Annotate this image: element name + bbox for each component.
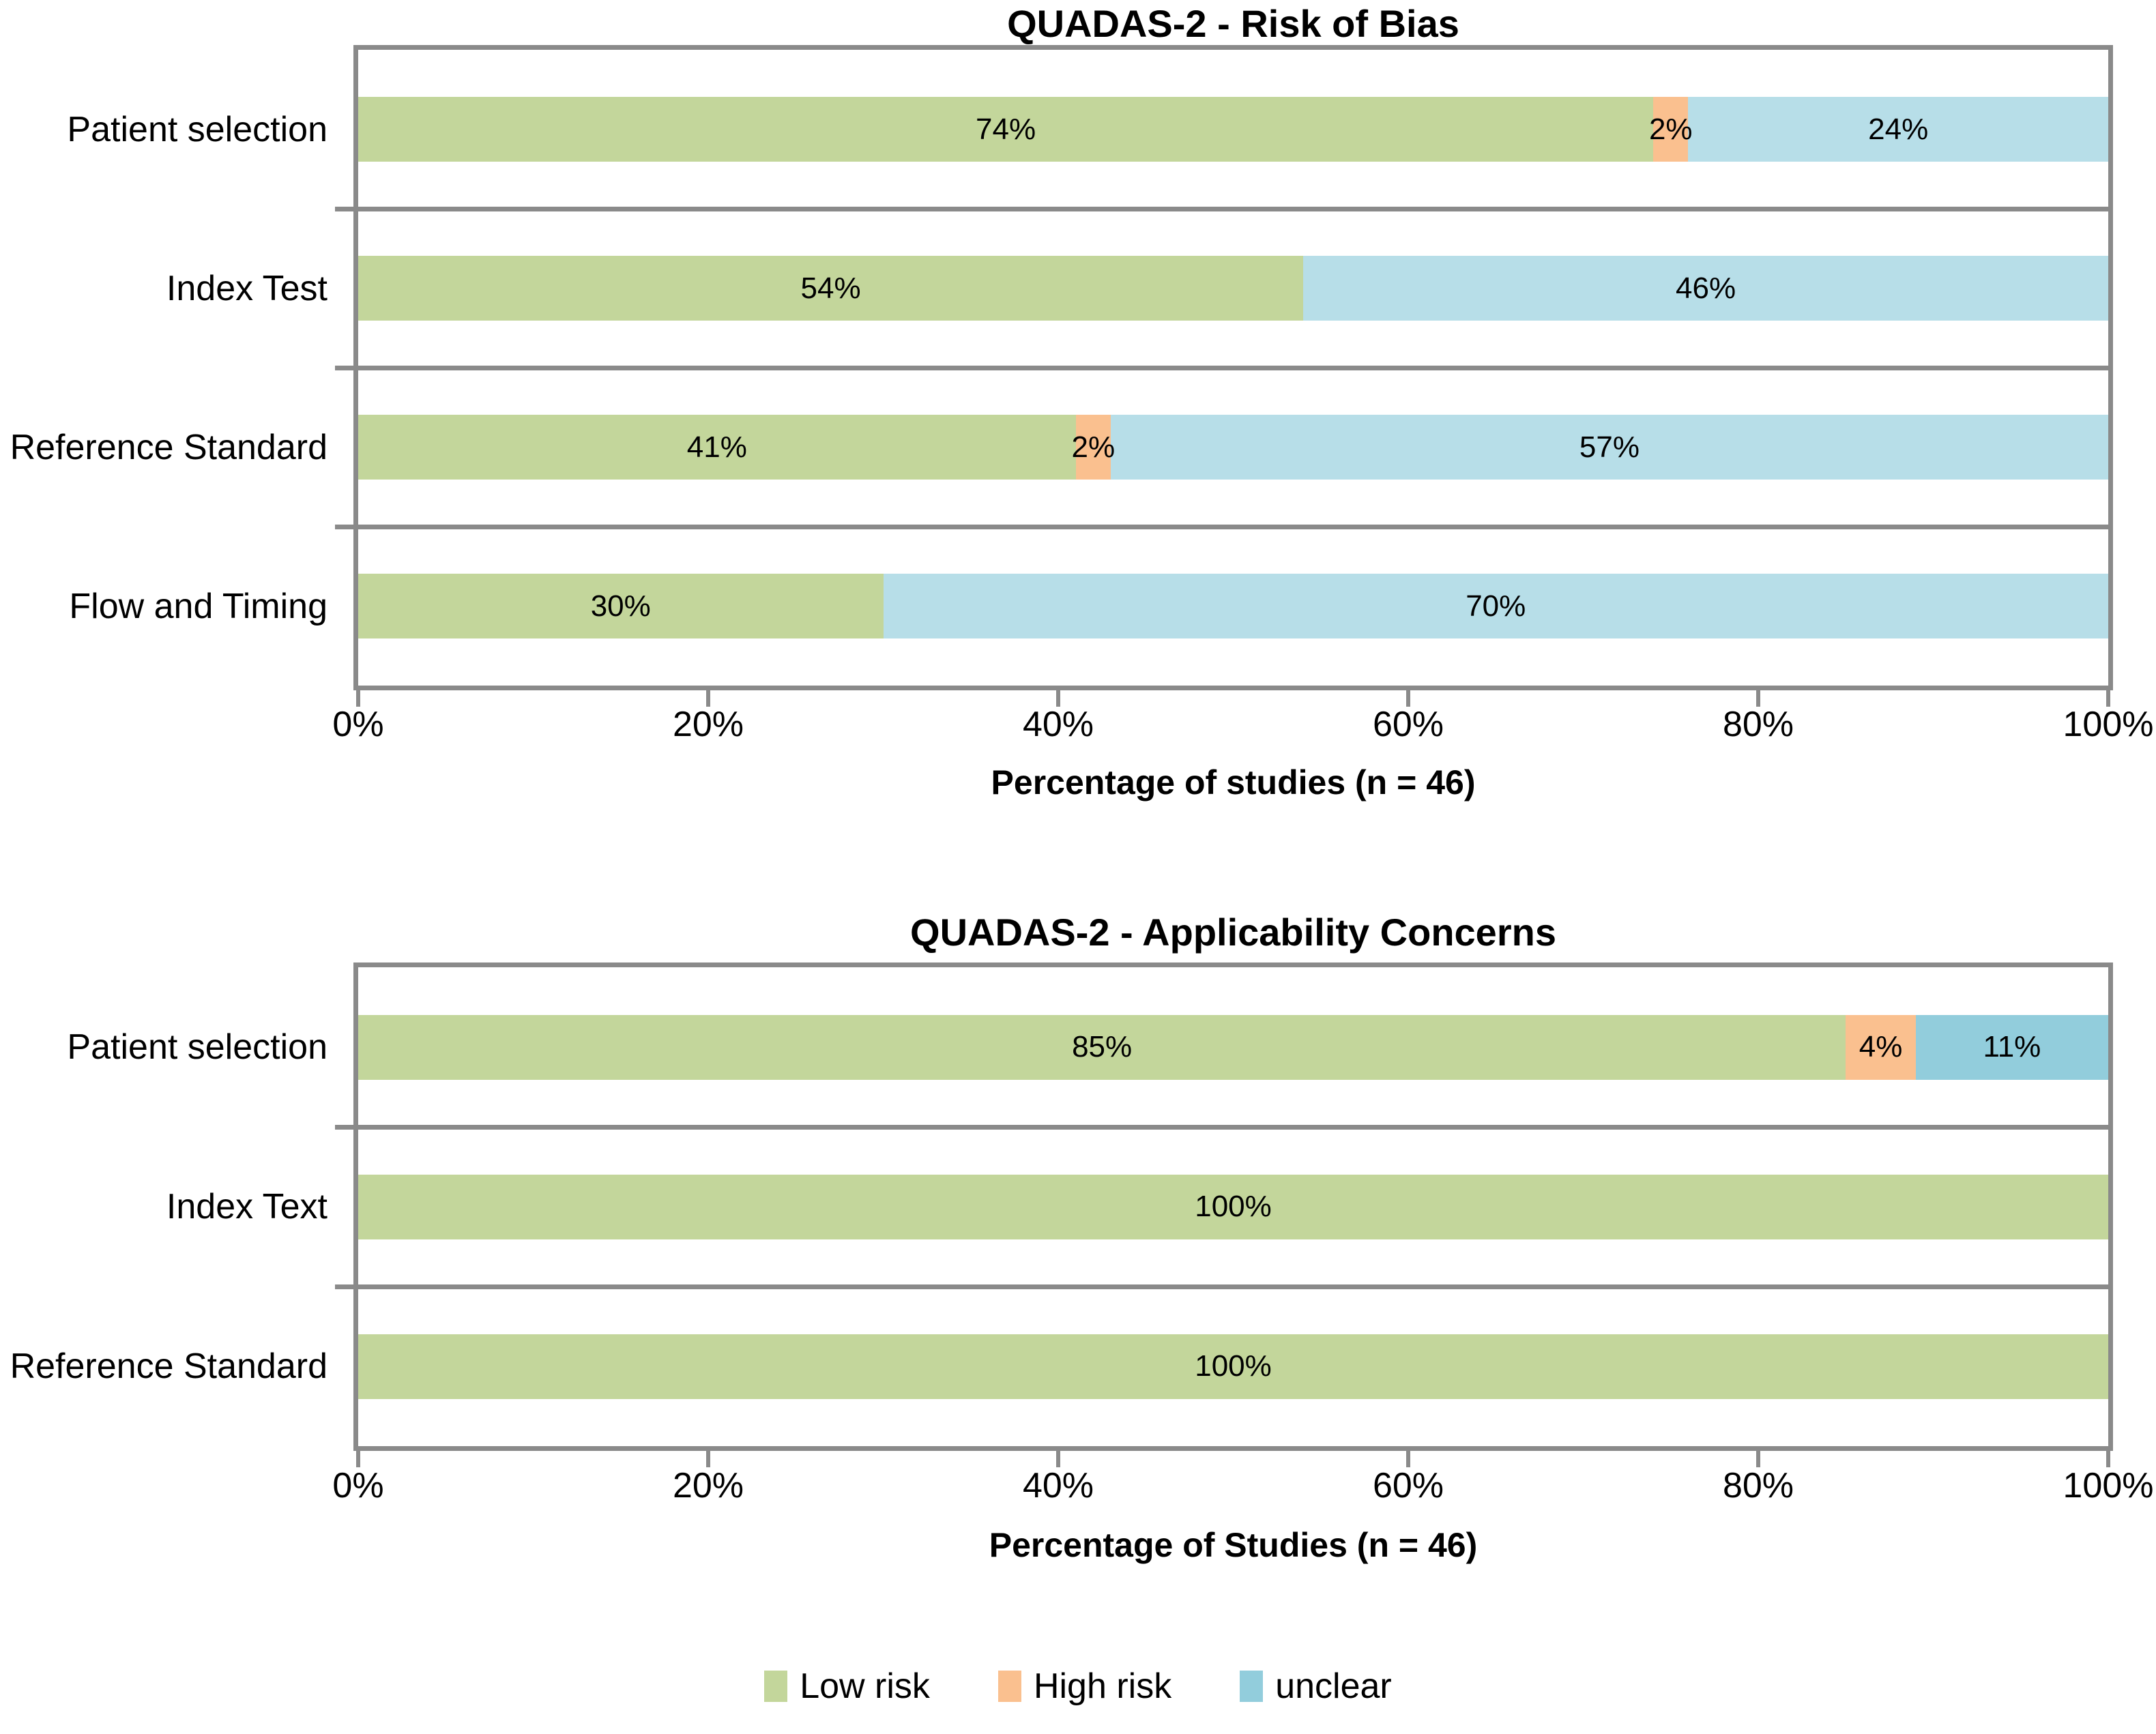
bar-segment-low-risk: 74% <box>358 97 1654 162</box>
data-label: 70% <box>1466 589 1526 623</box>
bar-segment-unclear: 70% <box>883 574 2108 638</box>
bar-row: 54% 46% <box>358 256 2108 321</box>
category-divider-line <box>335 525 2113 529</box>
category-label: Patient selection <box>67 109 327 149</box>
data-label: 54% <box>800 271 861 305</box>
bar-segment-high-risk: 2% <box>1072 415 1115 480</box>
bar-row: 85% 4% 11% <box>358 1014 2108 1080</box>
data-label: 41% <box>686 430 747 464</box>
category-divider-line <box>335 366 2113 370</box>
category-divider-line <box>335 1284 2113 1289</box>
category-label: Flow and Timing <box>69 586 327 626</box>
x-axis-tick-label: 100% <box>2063 705 2154 744</box>
x-axis-tick-label: 0% <box>332 705 384 744</box>
legend-item-unclear: unclear <box>1240 1666 1392 1707</box>
data-label: 11% <box>1983 1030 2041 1063</box>
x-axis-tick <box>706 1451 710 1467</box>
data-label: 30% <box>590 589 651 623</box>
x-axis-tick-label: 0% <box>332 1466 384 1505</box>
data-label: 24% <box>1868 112 1929 146</box>
category-label: Index Text <box>166 1187 327 1226</box>
plot-border-top <box>353 962 2113 967</box>
bar-row: 41% 2% 57% <box>358 415 2108 480</box>
data-label: 57% <box>1579 430 1640 464</box>
chart-title: QUADAS-2 - Risk of Bias <box>1007 2 1459 45</box>
x-axis-tick <box>356 1451 360 1467</box>
bar-segment-low-risk: 54% <box>358 256 1304 321</box>
legend-swatch-icon <box>997 1671 1021 1702</box>
bar-segment-high-risk: 4% <box>1846 1014 1916 1080</box>
x-axis-title: Percentage of studies (n = 46) <box>991 763 1476 802</box>
category-label: Patient selection <box>67 1027 327 1067</box>
bar-row: 100% <box>358 1334 2108 1399</box>
x-axis-tick-label: 20% <box>672 1466 744 1505</box>
legend-item-high-risk: High risk <box>997 1666 1172 1707</box>
data-label: 46% <box>1676 271 1736 305</box>
x-axis-tick-label: 80% <box>1722 705 1794 744</box>
x-axis-tick <box>1756 1451 1760 1467</box>
bar-segment-low-risk: 85% <box>358 1014 1846 1080</box>
data-label: 4% <box>1859 1030 1903 1063</box>
bar-segment-high-risk: 2% <box>1649 97 1693 162</box>
x-axis-tick-label: 40% <box>1022 1466 1094 1505</box>
plot-area: 85% 4% 11% 100% 100% <box>335 962 2113 1467</box>
x-axis-tick <box>2106 1451 2110 1467</box>
bar-segment-low-risk: 30% <box>358 574 884 638</box>
x-axis-tick <box>1056 690 1060 707</box>
category-label: Index Test <box>166 268 327 308</box>
x-axis-tick <box>1756 690 1760 707</box>
category-label: Reference Standard <box>10 1347 327 1386</box>
x-axis-tick-label: 60% <box>1372 705 1444 744</box>
data-label: 100% <box>1195 1349 1272 1383</box>
bar-segment-unclear: 57% <box>1110 415 2108 480</box>
data-label: 74% <box>976 112 1036 146</box>
legend-label: High risk <box>1033 1666 1172 1706</box>
x-axis-tick <box>706 690 710 707</box>
plot-border-top <box>353 45 2113 50</box>
legend-swatch-icon <box>764 1671 788 1702</box>
x-axis-tick <box>1406 690 1410 707</box>
bar-segment-low-risk: 100% <box>358 1174 2108 1239</box>
x-axis-tick-label: 20% <box>672 705 744 744</box>
bar-row: 30% 70% <box>358 574 2108 638</box>
bar-segment-unclear: 11% <box>1915 1014 2108 1080</box>
bar-segment-low-risk: 100% <box>358 1334 2108 1399</box>
legend: Low risk High risk unclear <box>0 1666 2156 1707</box>
legend-label: Low risk <box>800 1666 930 1706</box>
x-axis-tick <box>2106 690 2110 707</box>
bar-row: 74% 2% 24% <box>358 97 2108 162</box>
x-axis-tick-label: 80% <box>1722 1466 1794 1505</box>
data-label: 2% <box>1648 112 1693 146</box>
x-axis-tick <box>356 690 360 707</box>
bar-segment-unclear: 24% <box>1688 97 2108 162</box>
x-axis-line <box>353 1446 2113 1451</box>
x-axis-tick <box>1406 1451 1410 1467</box>
category-divider-line <box>335 1125 2113 1130</box>
legend-item-low-risk: Low risk <box>764 1666 930 1707</box>
legend-swatch-icon <box>1240 1671 1264 1702</box>
x-axis-line <box>353 686 2113 690</box>
plot-area: 74% 2% 24% 54% 46% 41% 2% 57% 30% 70% <box>335 45 2113 707</box>
bar-segment-unclear: 46% <box>1303 256 2108 321</box>
x-axis-tick-label: 60% <box>1372 1466 1444 1505</box>
x-axis-tick-label: 100% <box>2063 1466 2154 1505</box>
category-divider-line <box>335 207 2113 211</box>
chart-title: QUADAS-2 - Applicability Concerns <box>910 911 1556 954</box>
data-label: 2% <box>1071 430 1116 464</box>
bar-segment-low-risk: 41% <box>358 415 1076 480</box>
x-axis-tick <box>1056 1451 1060 1467</box>
x-axis-title: Percentage of Studies (n = 46) <box>989 1526 1478 1564</box>
bar-row: 100% <box>358 1174 2108 1239</box>
y-axis-line <box>353 967 358 1446</box>
x-axis-tick-label: 40% <box>1022 705 1094 744</box>
data-label: 85% <box>1072 1030 1133 1063</box>
category-label: Reference Standard <box>10 427 327 467</box>
data-label: 100% <box>1195 1190 1272 1223</box>
legend-label: unclear <box>1275 1666 1392 1706</box>
plot-border-right <box>2108 967 2113 1446</box>
